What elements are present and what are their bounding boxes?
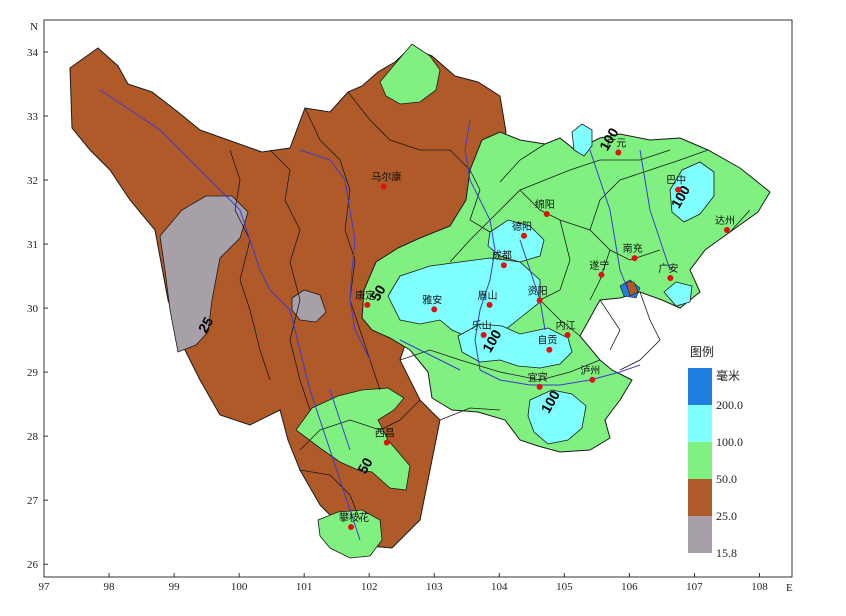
y-tick-label: 26 [27, 559, 39, 571]
x-tick-label: 107 [686, 581, 703, 593]
region-25-50mm-guangan [625, 281, 639, 297]
city-label: 攀枝花 [339, 511, 369, 524]
legend-swatch [688, 516, 712, 553]
rivers [99, 89, 671, 541]
region-100-200mm-chengdu-north [487, 219, 545, 263]
city-dot [431, 306, 438, 313]
x-tick-label: 97 [39, 581, 51, 593]
legend-swatch [688, 405, 712, 442]
region-100-200mm-bazhong [669, 161, 715, 223]
x-tick-label: 100 [231, 581, 248, 593]
y-tick-label: 31 [27, 239, 38, 251]
contour-label: 50 [367, 282, 389, 304]
city-dot [383, 439, 390, 446]
city-label: 康定 [355, 289, 375, 302]
legend-unit: 毫米 [716, 368, 740, 383]
y-tick-label: 34 [27, 47, 39, 59]
city-label: 乐山 [472, 320, 492, 332]
city-dot [364, 301, 371, 308]
contour-label: 50 [354, 455, 376, 477]
x-tick-label: 102 [361, 581, 378, 593]
x-tick-label: 98 [104, 581, 116, 593]
x-tick-label: 99 [169, 581, 181, 593]
city-label: 西昌 [375, 428, 395, 440]
legend: 图例 毫米 200.0 100.0 50.0 25.0 15.8 [688, 345, 743, 560]
region-100-200mm-central [387, 257, 541, 341]
city-label: 资阳 [528, 285, 548, 297]
city-label: 眉山 [478, 290, 498, 302]
city-dot [615, 149, 622, 156]
city-label: 达州 [715, 215, 735, 227]
y-tick-label: 27 [27, 495, 39, 507]
city-dot [536, 297, 543, 304]
city-dot [536, 383, 543, 390]
city-label: 绵阳 [535, 198, 555, 211]
city-dot [589, 376, 596, 383]
city-label: 内江 [556, 319, 576, 332]
city-dot [543, 210, 550, 217]
contour-label: 25 [195, 314, 217, 336]
legend-level-label: 200.0 [716, 398, 743, 412]
city-dot [348, 524, 355, 531]
city-label: 南充 [623, 242, 643, 255]
city-dot [480, 331, 487, 338]
x-axis-ticks: 97 98 99 100 101 102 103 104 105 106 107 108 [39, 573, 768, 593]
city-label: 德阳 [512, 220, 532, 233]
admin-boundaries [229, 91, 751, 521]
legend-swatch [688, 368, 712, 405]
x-tick-label: 108 [751, 581, 768, 593]
region-50-100mm-north [379, 43, 441, 105]
city-dot [598, 271, 605, 278]
legend-level-label: 50.0 [716, 472, 737, 486]
city-dot [675, 186, 682, 193]
region-100-200mm-yibin [527, 389, 587, 445]
x-tick-label: 105 [556, 581, 573, 593]
x-tick-label: 101 [296, 581, 313, 593]
y-tick-label: 29 [27, 367, 39, 379]
city-label: 雅安 [422, 293, 442, 306]
region-lt-25mm-west [159, 195, 249, 353]
x-axis-letter: E [786, 582, 793, 594]
y-tick-label: 32 [27, 175, 38, 187]
y-tick-label: 30 [27, 303, 39, 315]
city-label: 成都 [492, 250, 512, 262]
city-dot [723, 226, 730, 233]
y-tick-label: 33 [27, 111, 39, 123]
city-label: 广元 [606, 138, 626, 150]
legend-level-label: 15.8 [716, 546, 737, 560]
region-lt-25mm-small [291, 289, 327, 323]
x-tick-label: 106 [621, 581, 638, 593]
legend-swatch [688, 442, 712, 479]
y-axis-letter: N [30, 21, 38, 33]
y-axis-ticks: 34 33 32 31 30 29 28 27 26 [27, 47, 48, 571]
city-dot [564, 331, 571, 338]
city-dot [500, 262, 507, 269]
city-label: 泸州 [580, 365, 600, 377]
city-label: 遂宁 [589, 259, 609, 272]
city-label: 巴中 [666, 174, 686, 187]
city-dot [521, 232, 528, 239]
x-tick-label: 104 [491, 581, 508, 593]
region-50-100mm-east [361, 131, 771, 453]
legend-swatch [688, 479, 712, 516]
city-label: 广安 [658, 262, 678, 275]
legend-level-label: 25.0 [716, 509, 737, 523]
y-tick-label: 28 [27, 431, 39, 443]
region-100-200mm-guangyuan [571, 123, 593, 157]
city-label: 宜宾 [528, 371, 548, 384]
city-dot [631, 255, 638, 262]
x-tick-label: 103 [426, 581, 443, 593]
city-dot [380, 183, 387, 190]
legend-level-label: 100.0 [716, 435, 743, 449]
city-dot [546, 346, 553, 353]
city-dot [667, 275, 674, 282]
city-label: 马尔康 [372, 170, 402, 183]
region-100-200mm-east-small [663, 281, 693, 307]
legend-title: 图例 [690, 345, 714, 359]
city-dot [486, 301, 493, 308]
legend-items: 毫米 200.0 100.0 50.0 25.0 15.8 [688, 368, 743, 560]
city-label: 自贡 [537, 334, 557, 347]
